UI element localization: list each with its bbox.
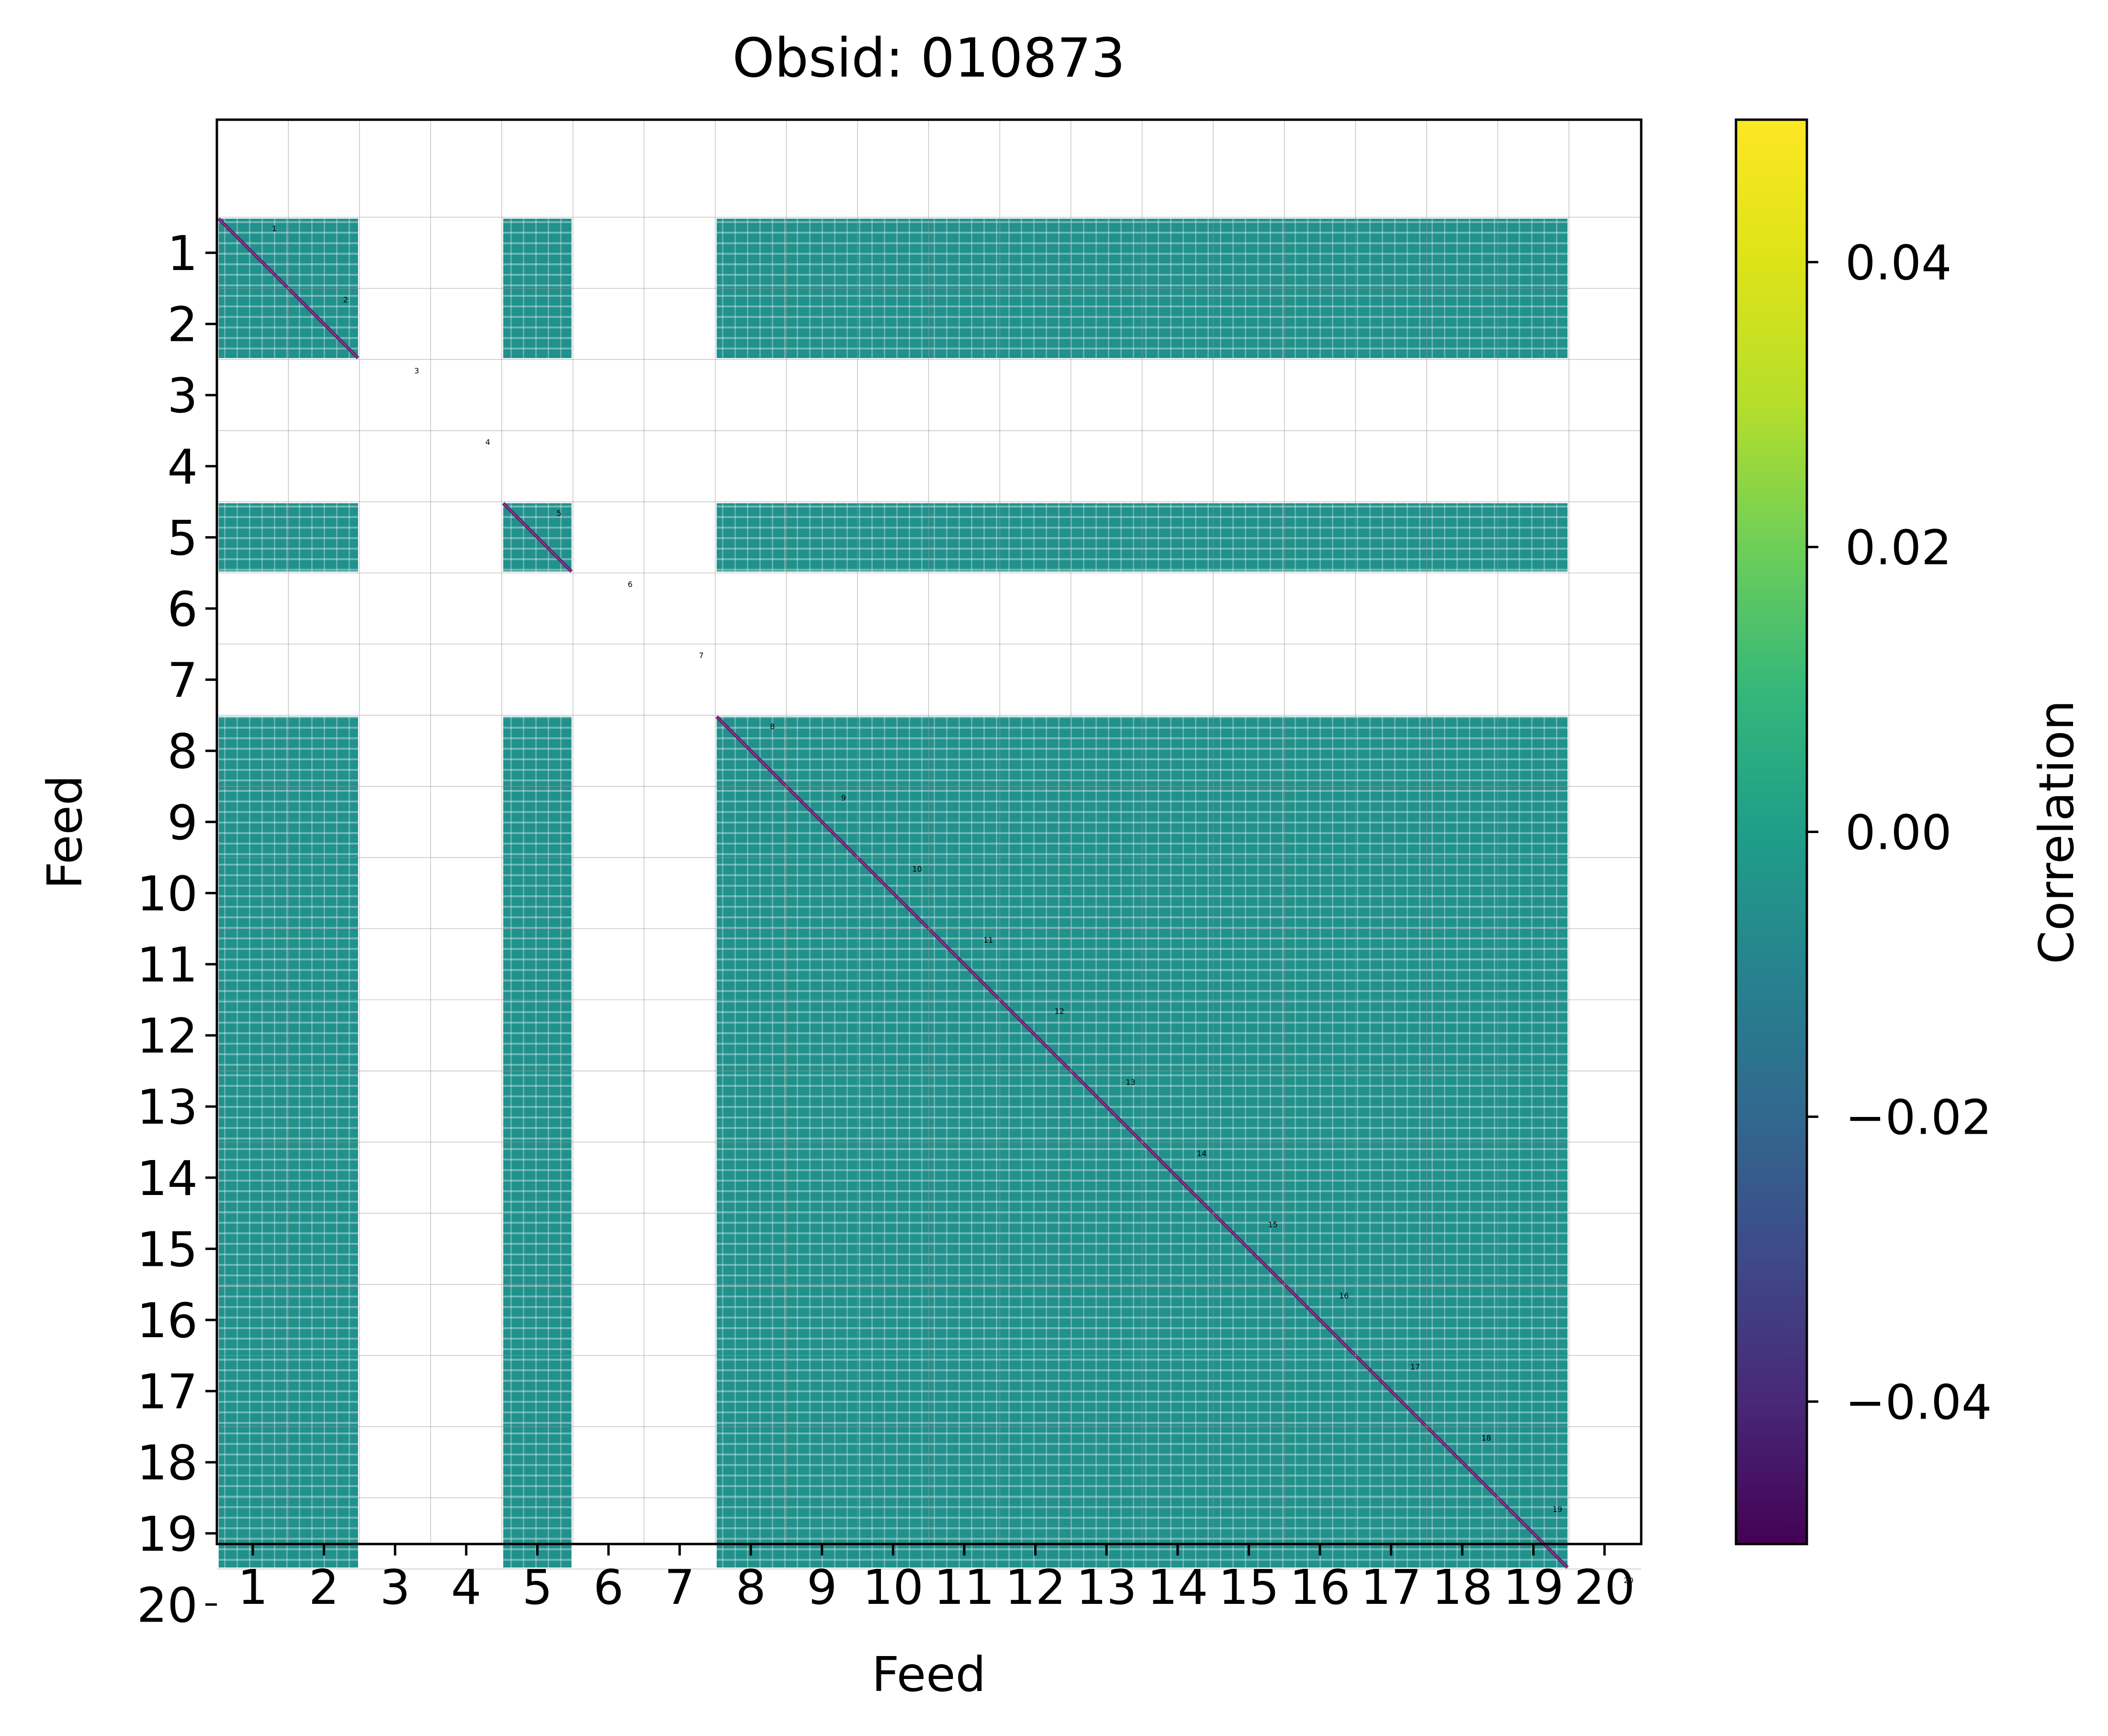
diagonal-line-highlight [503,503,572,572]
y-tick-label: 5 [167,510,198,566]
y-tick-label: 9 [167,795,198,851]
y-tick-label: 19 [137,1506,198,1562]
y-tick-label: 4 [167,439,198,495]
y-tick-label: 8 [167,723,198,779]
diagonal-label: 19 [1553,1505,1562,1514]
x-tick-label: 1 [237,1559,268,1615]
y-tick-label: 11 [137,937,198,993]
x-tick-label: 7 [665,1559,695,1615]
colorbar-tick-label: 0.04 [1845,235,1952,291]
diagonal-label: 10 [912,864,922,873]
y-tick-label: 6 [167,581,198,637]
diagonal-label: 6 [628,580,632,589]
x-tick-label: 10 [863,1559,924,1615]
x-tick-label: 12 [1005,1559,1066,1615]
diagonal-label: 5 [556,508,561,518]
x-tick-label: 6 [593,1559,624,1615]
y-tick-label: 10 [137,866,198,922]
diagonal-label: 4 [485,438,490,447]
x-tick-label: 16 [1289,1559,1350,1615]
y-tick-label: 7 [167,653,198,709]
x-tick-label: 17 [1361,1559,1421,1615]
x-tick-label: 18 [1432,1559,1493,1615]
colorbar-tick-label: 0.00 [1845,805,1952,861]
diagonal-label: 8 [770,722,775,731]
y-tick-label: 3 [167,368,198,424]
colorbar-tick-label: −0.04 [1845,1375,1992,1431]
diagonal-label: 13 [1126,1078,1135,1087]
colorbar-tick-label: 0.02 [1845,520,1952,576]
plot-frame [215,118,1643,1545]
y-tick-label: 15 [137,1221,198,1277]
x-tick-label: 9 [807,1559,837,1615]
y-tick-label: 12 [137,1008,198,1064]
x-tick-label: 11 [934,1559,994,1615]
diagonal-label: 2 [343,295,348,304]
diagonal-label: 15 [1268,1220,1277,1229]
x-tick-label: 5 [522,1559,553,1615]
colorbar [1735,118,1808,1545]
x-tick-label: 14 [1147,1559,1208,1615]
diagonal-label: 1 [272,224,277,233]
y-tick-label: 18 [137,1435,198,1491]
colorbar-label: Correlation [2029,700,2085,964]
colorbar-ticks: 0.04 0.02 0.00 −0.02 −0.04 [1807,235,1992,1431]
x-axis-label: Feed [872,1646,986,1702]
diagonal-label: 18 [1481,1433,1491,1443]
y-tick-label: 16 [137,1293,198,1349]
y-tick-label: 14 [137,1150,198,1206]
x-tick-label: 2 [309,1559,339,1615]
x-tick-label: 19 [1503,1559,1564,1615]
diagonal-label: 14 [1197,1149,1206,1158]
x-tick-label: 13 [1076,1559,1137,1615]
diagonal-label: 11 [983,936,993,945]
diagonal-label: 9 [841,793,846,802]
diagonal-label: 16 [1339,1291,1349,1300]
x-tick-label: 8 [735,1559,766,1615]
chart-title: Obsid: 010873 [733,27,1126,90]
y-tick-label: 1 [167,225,198,282]
x-tick-label: 20 [1574,1559,1635,1615]
diagonal-label: 12 [1055,1007,1064,1016]
y-axis-label: Feed [37,775,93,890]
diagonal-label: 17 [1410,1363,1420,1372]
diagonal-label: 3 [414,366,419,375]
y-tick-label: 2 [167,297,198,353]
colorbar-tick-label: −0.02 [1845,1090,1992,1146]
y-tick-label: 17 [137,1364,198,1420]
diagonal-label: 7 [699,651,704,660]
x-tick-label: 15 [1218,1559,1279,1615]
x-axis-ticks: 1 2 3 4 5 6 7 8 9 10 11 12 13 14 15 16 17 18 19 20 [237,1544,1635,1615]
y-tick-label: 13 [137,1079,198,1135]
x-tick-label: 3 [380,1559,410,1615]
x-tick-label: 4 [451,1559,482,1615]
y-tick-label: 20 [137,1577,198,1633]
diagonal-label: 20 [1623,1576,1633,1585]
